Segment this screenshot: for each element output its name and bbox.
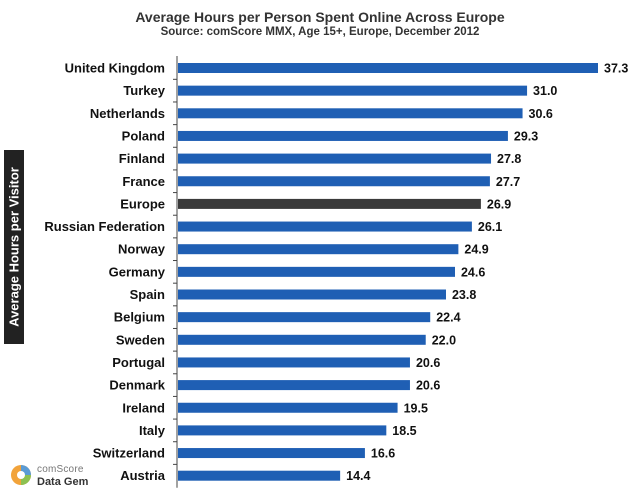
comscore-logo: comScore Data Gem <box>10 462 120 492</box>
category-label-switzerland: Switzerland <box>93 446 165 461</box>
value-label-netherlands: 30.6 <box>529 107 553 121</box>
value-label-sweden: 22.0 <box>432 333 456 347</box>
y-axis-label-box <box>4 150 24 344</box>
value-label-denmark: 20.6 <box>416 379 440 393</box>
value-label-norway: 24.9 <box>464 243 488 257</box>
value-label-turkey: 31.0 <box>533 84 557 98</box>
bar-turkey <box>178 85 528 96</box>
bar-ireland <box>178 402 398 413</box>
category-label-germany: Germany <box>109 264 166 279</box>
bar-netherlands <box>178 108 523 119</box>
chart-title: Average Hours per Person Spent Online Ac… <box>135 9 505 25</box>
bar-europe <box>178 198 481 209</box>
category-label-italy: Italy <box>139 423 166 438</box>
chart-subtitle: Source: comScore MMX, Age 15+, Europe, D… <box>160 26 480 38</box>
category-label-denmark: Denmark <box>109 378 165 393</box>
value-label-italy: 18.5 <box>392 424 416 438</box>
value-label-belgium: 22.4 <box>436 311 460 325</box>
bar-norway <box>178 244 459 255</box>
category-label-europe: Europe <box>120 196 165 211</box>
value-label-switzerland: 16.6 <box>371 447 395 461</box>
category-label-spain: Spain <box>130 287 165 302</box>
bar-portugal <box>178 357 410 368</box>
value-label-finland: 27.8 <box>497 152 521 166</box>
bars-group: United Kingdom 37.3 Turkey 31.0 Netherlands 3… <box>44 61 628 484</box>
bar-italy <box>178 425 387 436</box>
bar-switzerland <box>178 448 365 459</box>
data-gem-text: Data Gem <box>37 476 89 488</box>
comscore-logo-icon <box>11 465 31 485</box>
category-label-united-kingdom: United Kingdom <box>65 61 165 76</box>
category-label-sweden: Sweden <box>116 332 165 347</box>
category-label-france: France <box>122 174 165 189</box>
bar-sweden <box>178 334 426 345</box>
value-label-france: 27.7 <box>496 175 520 189</box>
bar-denmark <box>178 380 410 391</box>
category-label-austria: Austria <box>120 468 166 483</box>
value-label-united-kingdom: 37.3 <box>604 62 628 76</box>
category-label-finland: Finland <box>119 151 165 166</box>
bar-spain <box>178 289 446 300</box>
comscore-brand-text: comScore <box>37 464 84 475</box>
value-label-spain: 23.8 <box>452 288 476 302</box>
value-label-germany: 24.6 <box>461 265 485 279</box>
category-label-netherlands: Netherlands <box>90 106 165 121</box>
value-label-poland: 29.3 <box>514 129 538 143</box>
bar-finland <box>178 153 492 164</box>
bar-austria <box>178 470 341 481</box>
category-label-russian-federation: Russian Federation <box>44 219 165 234</box>
category-label-norway: Norway <box>118 242 166 257</box>
value-label-europe: 26.9 <box>487 197 511 211</box>
bar-germany <box>178 266 455 277</box>
bar-russian-federation <box>178 221 472 232</box>
category-label-portugal: Portugal <box>112 355 165 370</box>
value-label-ireland: 19.5 <box>404 401 428 415</box>
value-label-russian-federation: 26.1 <box>478 220 502 234</box>
category-label-belgium: Belgium <box>114 310 165 325</box>
category-label-turkey: Turkey <box>123 83 165 98</box>
bar-poland <box>178 130 508 141</box>
bar-france <box>178 176 490 187</box>
bar-belgium <box>178 312 431 323</box>
category-label-poland: Poland <box>122 128 165 143</box>
bar-united-kingdom <box>178 63 598 73</box>
value-label-portugal: 20.6 <box>416 356 440 370</box>
value-label-austria: 14.4 <box>346 469 370 483</box>
category-label-ireland: Ireland <box>122 400 165 415</box>
